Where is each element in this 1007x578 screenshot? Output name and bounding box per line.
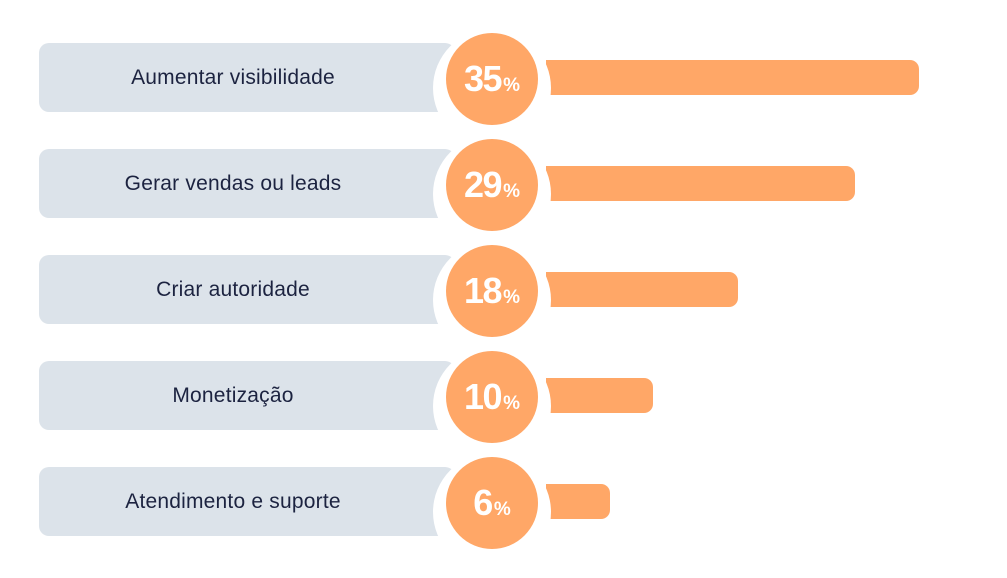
bar (546, 378, 653, 413)
data-label-percent-sign: % (503, 75, 520, 96)
bar-row: Atendimento e suporte 6% (0, 451, 1007, 571)
bar (546, 166, 856, 201)
data-label: 35% (464, 61, 520, 97)
data-label: 29% (464, 167, 520, 203)
category-label-box: Gerar vendas ou leads (39, 149, 455, 218)
bar (546, 484, 610, 519)
category-label: Aumentar visibilidade (131, 65, 335, 89)
data-label: 18% (464, 273, 520, 309)
bar-row: Aumentar visibilidade 35% (0, 27, 1007, 147)
category-label: Criar autoridade (156, 277, 310, 301)
data-label: 10% (464, 379, 520, 415)
bar-row: Monetização 10% (0, 345, 1007, 465)
data-label-percent-sign: % (493, 499, 511, 520)
category-label: Atendimento e suporte (125, 489, 341, 513)
category-label-box: Atendimento e suporte (39, 467, 455, 536)
category-label-box: Monetização (39, 361, 455, 430)
data-label-value: 29 (464, 164, 503, 205)
data-label-percent-sign: % (503, 287, 520, 308)
value-circle: 10% (446, 351, 538, 443)
data-label-percent-sign: % (503, 181, 520, 202)
value-circle: 35% (446, 33, 538, 125)
bar (546, 60, 919, 95)
bar-row: Criar autoridade 18% (0, 239, 1007, 359)
bar-row: Gerar vendas ou leads 29% (0, 133, 1007, 253)
data-label-percent-sign: % (503, 393, 520, 414)
value-circle: 6% (446, 457, 538, 549)
category-label: Monetização (172, 383, 294, 407)
bar (546, 272, 738, 307)
category-label-box: Aumentar visibilidade (39, 43, 455, 112)
data-label-value: 35 (464, 58, 503, 99)
data-label-value: 10 (464, 376, 503, 417)
data-label-value: 18 (464, 270, 503, 311)
category-label-box: Criar autoridade (39, 255, 455, 324)
category-label: Gerar vendas ou leads (124, 171, 342, 195)
data-label-value: 6 (473, 482, 493, 523)
data-label: 6% (473, 485, 510, 521)
value-circle: 29% (446, 139, 538, 231)
value-circle: 18% (446, 245, 538, 337)
